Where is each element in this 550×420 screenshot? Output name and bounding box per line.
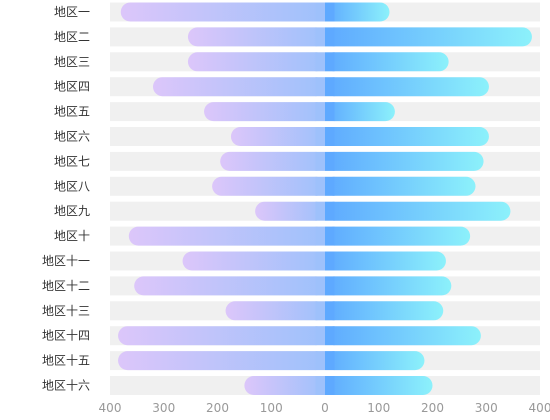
bar-left-cap xyxy=(315,276,325,296)
x-tick-label: 200 xyxy=(206,401,229,415)
bar-right xyxy=(325,151,484,171)
bar-left-cap xyxy=(315,2,325,22)
bar-right-cap xyxy=(325,251,335,271)
bar-right xyxy=(325,301,444,321)
bar-left xyxy=(118,351,325,371)
category-label: 地区一 xyxy=(54,5,90,19)
bar-left-cap xyxy=(315,77,325,97)
bar-right-cap xyxy=(325,351,335,371)
bar-left-cap xyxy=(315,326,325,346)
bar-left-cap xyxy=(315,27,325,47)
bar-left xyxy=(225,301,325,321)
bar-left xyxy=(120,2,325,22)
bar-right xyxy=(325,52,449,72)
category-label: 地区二 xyxy=(54,30,90,44)
category-label: 地区十四 xyxy=(42,329,90,343)
bar-left xyxy=(212,176,325,196)
bar-right xyxy=(325,376,433,395)
bar-right-cap xyxy=(325,326,335,346)
category-label: 地区四 xyxy=(54,80,90,94)
bar-right xyxy=(325,201,511,221)
bar-right xyxy=(325,326,481,346)
bar-left xyxy=(244,376,325,395)
bar-right xyxy=(325,77,489,97)
bar-right xyxy=(325,226,471,246)
x-tick-label: 100 xyxy=(367,401,390,415)
category-label: 地区十二 xyxy=(42,279,90,293)
bar-right xyxy=(325,127,489,146)
bar-right-cap xyxy=(325,151,335,171)
bar-left-cap xyxy=(315,226,325,246)
bar-right-cap xyxy=(325,376,335,395)
bar-left-cap xyxy=(315,351,325,371)
bar-left-cap xyxy=(315,102,325,122)
bar-right-cap xyxy=(325,226,335,246)
x-tick-label: 300 xyxy=(152,401,175,415)
bar-right xyxy=(325,176,476,196)
bars xyxy=(118,2,532,395)
x-tick-label: 200 xyxy=(421,401,444,415)
bar-right-cap xyxy=(325,27,335,47)
bar-left xyxy=(118,326,325,346)
x-tick-label: 100 xyxy=(260,401,283,415)
category-label: 地区十六 xyxy=(42,379,90,393)
bar-left xyxy=(187,52,325,72)
x-tick-label: 400 xyxy=(99,401,122,415)
bar-right xyxy=(325,251,446,271)
bar-right-cap xyxy=(325,301,335,321)
bar-right xyxy=(325,102,395,122)
category-labels: 地区一地区二地区三地区四地区五地区六地区七地区八地区九地区十地区十一地区十二地区… xyxy=(42,5,90,393)
bar-left xyxy=(230,127,325,146)
category-label: 地区十五 xyxy=(42,354,90,368)
bar-left-cap xyxy=(315,251,325,271)
x-tick-label: 0 xyxy=(321,401,329,415)
bar-right-cap xyxy=(325,52,335,72)
bar-right xyxy=(325,276,452,296)
category-label: 地区五 xyxy=(54,105,90,119)
bar-left-cap xyxy=(315,301,325,321)
bar-left xyxy=(153,77,325,97)
category-label: 地区九 xyxy=(54,204,90,218)
bar-left-cap xyxy=(315,127,325,146)
bar-left xyxy=(220,151,325,171)
bar-left xyxy=(134,276,325,296)
category-label: 地区十三 xyxy=(42,304,90,318)
category-label: 地区三 xyxy=(54,55,90,69)
bar-right xyxy=(325,351,425,371)
x-axis-tick-labels: 400 300 200 100 0 100 200 300 400 xyxy=(99,401,550,415)
bar-left-cap xyxy=(315,176,325,196)
category-label: 地区八 xyxy=(54,179,90,193)
bar-right xyxy=(325,2,390,22)
bar-left-cap xyxy=(315,376,325,395)
x-tick-label: 400 xyxy=(529,401,550,415)
bar-right xyxy=(325,27,532,47)
bar-left xyxy=(128,226,325,246)
category-label: 地区七 xyxy=(54,154,90,168)
bar-right-cap xyxy=(325,201,335,221)
bar-right-cap xyxy=(325,102,335,122)
category-label: 地区六 xyxy=(54,130,90,144)
bar-left-cap xyxy=(315,151,325,171)
bar-left xyxy=(204,102,325,122)
bar-right-cap xyxy=(325,2,335,22)
bar-right-cap xyxy=(325,77,335,97)
bar-right-cap xyxy=(325,176,335,196)
category-label: 地区十 xyxy=(54,229,90,243)
bar-left-cap xyxy=(315,52,325,72)
bar-right-cap xyxy=(325,276,335,296)
bar-left xyxy=(182,251,325,271)
category-label: 地区十一 xyxy=(42,254,90,268)
x-tick-label: 300 xyxy=(475,401,498,415)
bar-left xyxy=(255,201,325,221)
bar-left xyxy=(187,27,325,47)
bar-left-cap xyxy=(315,201,325,221)
bar-right-cap xyxy=(325,127,335,146)
